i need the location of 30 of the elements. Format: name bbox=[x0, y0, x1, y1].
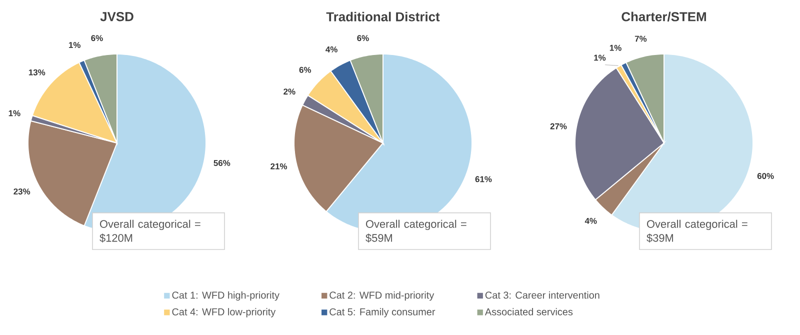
data-label: 21% bbox=[270, 163, 288, 170]
legend-label: Cat 2: WFD mid-priority bbox=[330, 291, 434, 301]
data-label: 7% bbox=[634, 36, 647, 42]
data-label: 2% bbox=[284, 88, 296, 95]
data-label: 4% bbox=[326, 46, 338, 52]
legend-label: Cat 3: Career intervention bbox=[485, 291, 600, 299]
data-label: 23% bbox=[14, 188, 30, 194]
chart-title: Charter/STEM bbox=[622, 12, 706, 22]
data-label: 6% bbox=[91, 35, 103, 42]
legend-label: Cat 5: Family consumer bbox=[330, 308, 436, 318]
text: Overall categorical = $120M bbox=[100, 220, 200, 242]
data-label: 60% bbox=[757, 173, 774, 179]
chart-title: JVSD bbox=[100, 12, 134, 22]
data-label: 4% bbox=[584, 218, 597, 224]
text: Overall categorical = $59M bbox=[366, 220, 466, 242]
data-label: 6% bbox=[357, 35, 369, 42]
text: Overall categorical = $39M bbox=[646, 220, 748, 242]
data-label: 1% bbox=[594, 54, 606, 61]
data-label: 6% bbox=[299, 66, 312, 73]
legend-label: Associated services bbox=[484, 308, 573, 316]
data-label: 1% bbox=[610, 44, 622, 51]
data-label: 27% bbox=[550, 123, 567, 130]
data-label: 61% bbox=[475, 176, 492, 182]
legend-label: Cat 1: WFD high-priority bbox=[172, 291, 280, 301]
data-label: 1% bbox=[68, 42, 80, 48]
data-label: 1% bbox=[8, 110, 20, 116]
legend-label: Cat 4: WFD low-priority bbox=[172, 308, 276, 318]
chart-title: Traditional District bbox=[326, 12, 440, 22]
data-label: 56% bbox=[214, 160, 230, 166]
data-label: 13% bbox=[28, 69, 46, 76]
